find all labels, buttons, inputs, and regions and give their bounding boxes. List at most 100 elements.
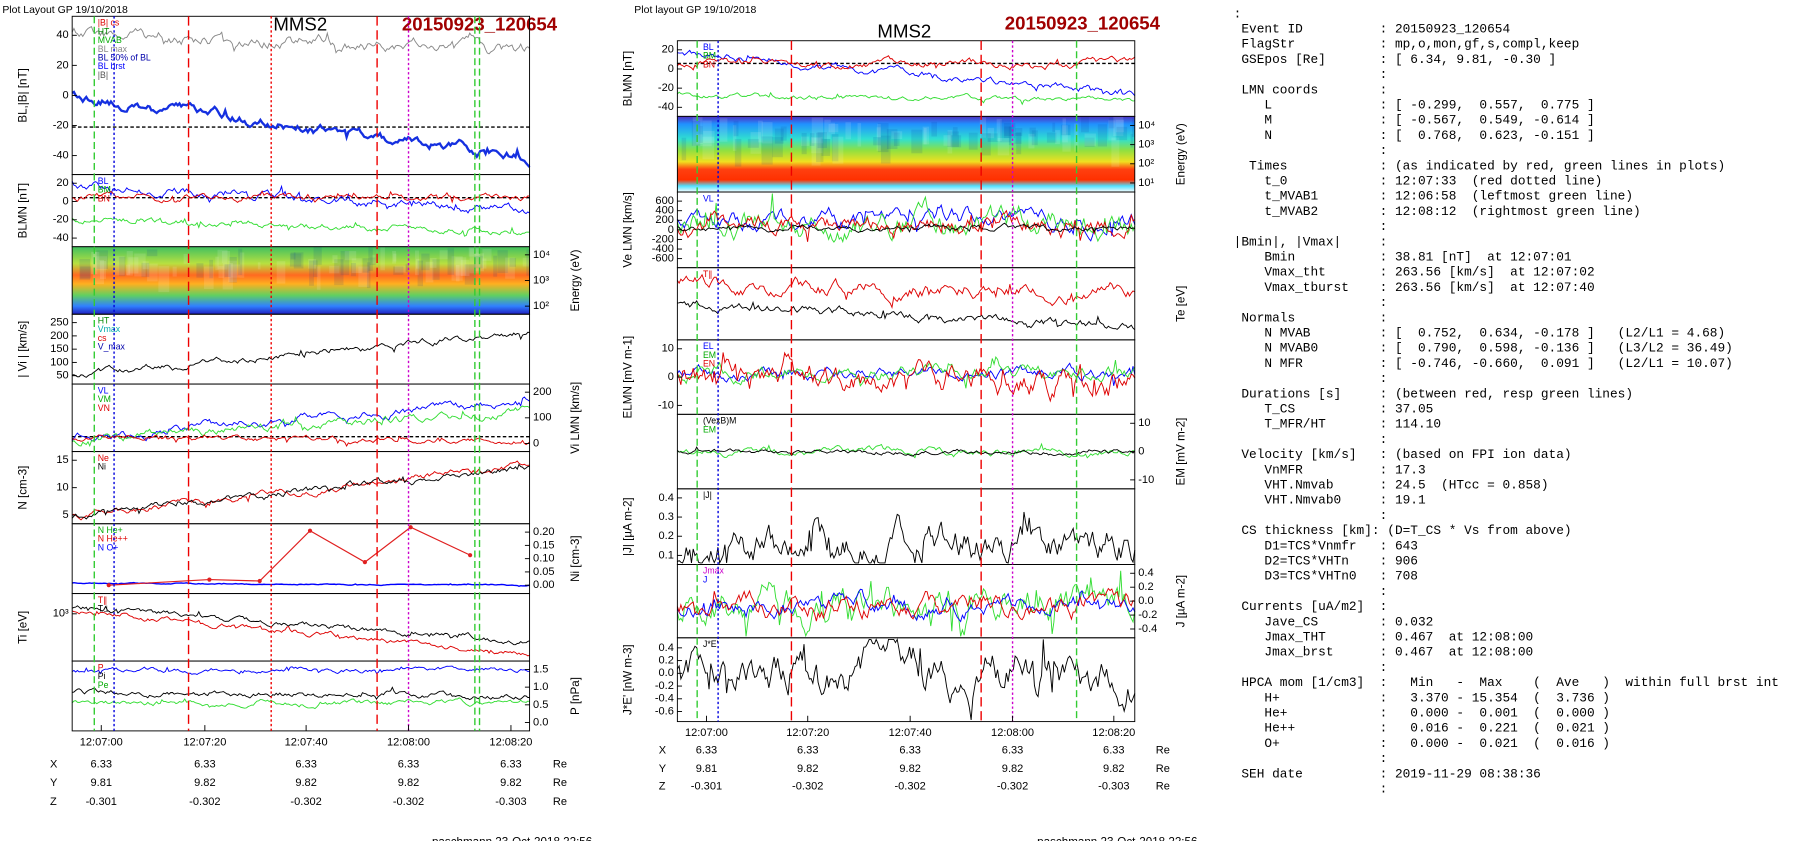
spectrogram-texture (464, 264, 476, 285)
legend-entry: |J| (703, 490, 712, 500)
spectrogram-texture (1014, 133, 1022, 144)
x-tick-label: 12:07:20 (183, 736, 226, 748)
spectrogram-texture (987, 133, 998, 142)
spectrogram-texture (1062, 118, 1066, 135)
ephemeris-cell: -0.302 (189, 796, 220, 808)
legend-entry: |B| cs (98, 18, 120, 28)
spectrogram-texture (1028, 133, 1035, 149)
summary-line: VnMFR : 17.3 (1234, 462, 1426, 477)
spectrogram-texture (1004, 126, 1014, 137)
spectrogram-texture (218, 266, 224, 278)
summary-line: : (1234, 660, 1388, 675)
legend-entry: Ne (98, 453, 109, 463)
ephemeris-cell: -0.302 (290, 796, 321, 808)
panel-frame (71, 313, 531, 385)
spectrogram-texture (980, 133, 991, 156)
spectrogram-texture (1046, 132, 1057, 143)
spectrogram-texture (831, 134, 839, 162)
y-axis-label: Energy (eV) (569, 249, 582, 311)
legend-entry: Vmax (98, 324, 121, 334)
ephemeris-cell: 9.82 (1103, 763, 1125, 775)
spectrogram-texture (824, 119, 831, 140)
spectrogram-texture (817, 132, 827, 149)
spectrogram-texture (1000, 120, 1011, 143)
summary-line: t_MVAB2 : 12:08:12 (rightmost green line… (1234, 204, 1641, 219)
y-tick-label: 10³ (53, 608, 69, 620)
summary-line: Jmax_brst : 0.467 at 12:08:00 (1234, 645, 1534, 660)
spectrogram-texture (828, 123, 839, 133)
summary-line: |Bmin|, |Vmax| : (1234, 234, 1388, 249)
spectrogram-texture (290, 252, 296, 260)
x-tick-label: 12:08:00 (387, 736, 430, 748)
spectrogram-texture (772, 137, 783, 158)
y-tick-label: 10² (533, 300, 549, 312)
ephemeris-cell: 6.33 (899, 745, 921, 757)
spectrogram-texture (816, 132, 824, 163)
y-tick-label: 10² (1138, 158, 1154, 170)
legend-entry: BM (98, 185, 111, 195)
ephemeris-cell: -0.301 (86, 796, 117, 808)
legend-entry: BL (703, 42, 714, 52)
summary-line: t_MVAB1 : 12:06:58 (leftmost green line) (1234, 189, 1633, 204)
spectrogram-texture (366, 262, 371, 289)
summary-line: Jmax_THT : 0.467 at 12:08:00 (1234, 630, 1534, 645)
summary-line: T_CS : 37.05 (1234, 402, 1434, 417)
x-tick-label: 12:07:00 (685, 727, 728, 739)
legend-entry: J (703, 574, 707, 584)
summary-line: Currents [uA/m2] : (1234, 599, 1388, 614)
spectrogram (72, 246, 530, 315)
y-tick-label: -20 (53, 214, 69, 226)
ephemeris-cell: Z (659, 781, 666, 793)
legend-entry: HT (98, 316, 110, 326)
spectrogram-texture (147, 263, 158, 282)
spectrogram-texture (482, 248, 492, 261)
legend-entry: |B| (98, 70, 108, 80)
y-axis-label: P [nPa] (569, 677, 582, 715)
y-tick-label: 0.4 (1138, 567, 1153, 579)
ephemeris-cell: 6.33 (398, 759, 420, 771)
summary-line: Bmin : 38.81 [nT] at 12:07:01 (1234, 250, 1572, 265)
spectrogram-texture (691, 121, 701, 146)
spectrogram-texture (699, 125, 703, 143)
y-tick-label: 20 (56, 59, 68, 71)
spectrogram-texture (316, 266, 321, 290)
spectrogram-texture (293, 252, 304, 269)
summary-line: Times : (as indicated by red, green line… (1234, 158, 1725, 173)
spectrogram-texture (313, 260, 318, 278)
spectrogram-texture (1003, 123, 1016, 139)
y-tick-label: 0 (668, 63, 674, 75)
y-tick-label: 0.15 (533, 539, 555, 551)
spectrogram-texture (432, 259, 440, 280)
legend-entry: BL brst (98, 61, 126, 71)
spectrogram-texture (114, 255, 125, 276)
y-tick-label: -0.6 (655, 705, 674, 717)
legend-entry: BN (703, 59, 715, 69)
spectrogram-texture (774, 128, 784, 144)
ephemeris-cell: -0.303 (1098, 781, 1129, 793)
spectrogram-texture (497, 250, 508, 274)
ephemeris-cell: 6.33 (1103, 745, 1125, 757)
spectrogram-texture (257, 262, 261, 270)
spectrogram-texture (204, 266, 214, 290)
spectrogram-texture (158, 266, 170, 293)
spectrogram-texture (873, 137, 881, 146)
ephemeris-cell: 9.82 (899, 763, 921, 775)
spectrogram-texture (702, 136, 715, 160)
spectrogram-texture (1111, 137, 1120, 167)
legend-entry: T∥ (98, 595, 108, 605)
spectrogram-texture (340, 250, 350, 276)
spectrogram-texture (761, 122, 773, 144)
spectrogram-texture (877, 123, 881, 138)
y-tick-label: -200 (652, 233, 674, 245)
y-axis-label: Te [eV] (1174, 286, 1187, 322)
y-tick-label: -40 (658, 101, 674, 113)
spectrogram-texture (362, 258, 370, 273)
ephemeris-cell: Re (1156, 745, 1170, 757)
y-tick-label: -40 (53, 150, 69, 162)
spectrogram-texture (830, 122, 835, 135)
spectrogram-texture (128, 257, 139, 274)
event-id: 20150923_120654 (402, 14, 558, 35)
